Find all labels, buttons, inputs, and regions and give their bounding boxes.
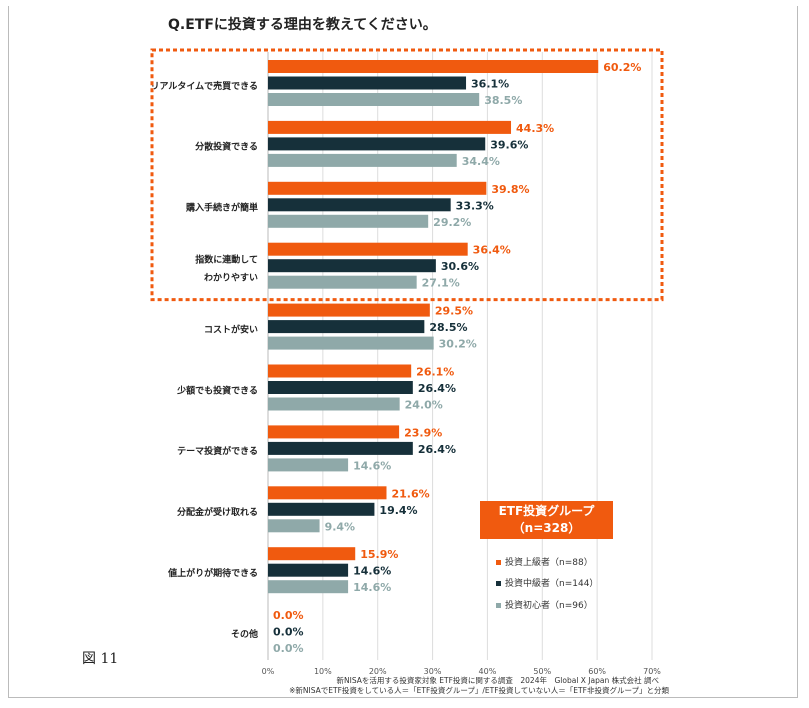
legend-swatch bbox=[496, 603, 501, 608]
data-label: 36.4% bbox=[473, 244, 511, 257]
data-label: 28.5% bbox=[429, 321, 467, 334]
bar bbox=[268, 153, 457, 167]
data-label: 30.6% bbox=[441, 260, 479, 273]
bar bbox=[268, 259, 436, 273]
data-label: 26.4% bbox=[418, 443, 456, 456]
data-label: 27.1% bbox=[422, 277, 460, 290]
bar bbox=[268, 397, 400, 411]
legend-item-beginner: 投資初心者（n=96） bbox=[496, 598, 593, 611]
data-label: 15.9% bbox=[360, 548, 398, 561]
category-label: 値上がりが期待できる bbox=[167, 567, 258, 579]
chart-title: Q.ETFに投資する理由を教えてください。 bbox=[168, 17, 437, 33]
bar bbox=[268, 547, 356, 561]
bar bbox=[268, 275, 417, 289]
bar bbox=[268, 425, 400, 439]
x-tick-label: 20% bbox=[369, 667, 387, 676]
data-label: 36.1% bbox=[471, 78, 509, 91]
x-tick-label: 0% bbox=[262, 667, 275, 676]
x-tick-label: 50% bbox=[533, 667, 551, 676]
bar bbox=[268, 137, 486, 151]
bar bbox=[268, 198, 451, 212]
data-label: 29.2% bbox=[433, 216, 471, 229]
category-label: わかりやすい bbox=[204, 272, 258, 283]
data-label: 26.4% bbox=[418, 382, 456, 395]
legend-label: 投資上級者（n=88） bbox=[505, 558, 593, 568]
data-label: 30.2% bbox=[439, 338, 477, 351]
data-label: 39.8% bbox=[491, 183, 529, 196]
bar bbox=[268, 458, 349, 472]
category-label: 指数に連動して bbox=[195, 253, 258, 265]
bar bbox=[268, 519, 320, 533]
bar bbox=[268, 120, 512, 134]
bar bbox=[268, 93, 480, 106]
figure-label: 図 11 bbox=[82, 651, 119, 667]
legend-label: 投資中級者（n=144） bbox=[505, 579, 599, 589]
legend-title: ETF投資グループ （n=328） bbox=[480, 501, 613, 539]
bar bbox=[268, 320, 425, 334]
legend-item-intermediate: 投資中級者（n=144） bbox=[496, 576, 598, 589]
highlight-box bbox=[150, 48, 664, 302]
category-label: 分散投資できる bbox=[195, 141, 258, 153]
bar bbox=[268, 580, 349, 594]
legend-swatch bbox=[496, 560, 501, 565]
data-label: 33.3% bbox=[456, 199, 494, 212]
bar bbox=[268, 76, 467, 90]
x-tick-label: 40% bbox=[479, 667, 497, 676]
bar bbox=[268, 242, 468, 256]
legend-title-line2: （n=328） bbox=[512, 521, 581, 535]
x-tick-label: 60% bbox=[588, 667, 606, 676]
category-label: 分配金が受け取れる bbox=[177, 506, 258, 518]
data-label: 39.6% bbox=[490, 138, 528, 151]
data-label: 60.2% bbox=[603, 61, 641, 74]
data-label: 29.5% bbox=[435, 305, 473, 318]
bar bbox=[268, 486, 387, 500]
data-label: 34.4% bbox=[462, 155, 500, 168]
data-label: 14.6% bbox=[353, 459, 391, 472]
figure-frame bbox=[8, 6, 798, 698]
bar bbox=[268, 214, 429, 228]
data-label: 23.9% bbox=[404, 426, 442, 439]
bar bbox=[268, 364, 412, 378]
category-label: コストが安い bbox=[204, 323, 258, 335]
classification-note: ※新NISAでETF投資をしている人＝「ETF投資グループ」/ETF投資していな… bbox=[289, 686, 669, 695]
bar bbox=[268, 563, 349, 577]
bar bbox=[268, 381, 413, 394]
category-label: 少額でも投資できる bbox=[176, 384, 258, 396]
data-label: 0.0% bbox=[273, 642, 304, 655]
legend-item-advanced: 投資上級者（n=88） bbox=[496, 555, 593, 568]
bar bbox=[268, 60, 599, 73]
legend-swatch bbox=[496, 581, 501, 586]
data-label: 19.4% bbox=[379, 504, 417, 517]
legend-label: 投資初心者（n=96） bbox=[505, 601, 593, 611]
data-label: 9.4% bbox=[325, 520, 356, 533]
data-label: 38.5% bbox=[484, 94, 522, 107]
category-label: その他 bbox=[231, 628, 258, 640]
data-label: 26.1% bbox=[416, 366, 454, 379]
data-label: 14.6% bbox=[353, 565, 391, 578]
x-tick-label: 10% bbox=[314, 667, 332, 676]
data-label: 44.3% bbox=[516, 122, 554, 135]
data-label: 0.0% bbox=[273, 609, 304, 622]
legend-title-line1: ETF投資グループ bbox=[498, 504, 595, 518]
data-label: 24.0% bbox=[405, 399, 443, 412]
category-label: 購入手続きが簡単 bbox=[185, 202, 258, 214]
data-label: 0.0% bbox=[273, 626, 304, 639]
category-label: テーマ投資ができる bbox=[177, 445, 258, 457]
data-label: 14.6% bbox=[353, 581, 391, 594]
bar bbox=[268, 441, 413, 455]
bar bbox=[268, 303, 430, 317]
bar bbox=[268, 502, 375, 516]
data-label: 21.6% bbox=[391, 487, 429, 500]
x-tick-label: 70% bbox=[643, 667, 661, 676]
bar bbox=[268, 336, 434, 350]
category-label: リアルタイムで売買できる bbox=[150, 80, 258, 92]
x-tick-label: 30% bbox=[424, 667, 442, 676]
source-note: 新NISAを活用する投資家対象 ETF投資に関する調査 2024年 Global… bbox=[336, 676, 659, 685]
bar bbox=[268, 181, 487, 195]
